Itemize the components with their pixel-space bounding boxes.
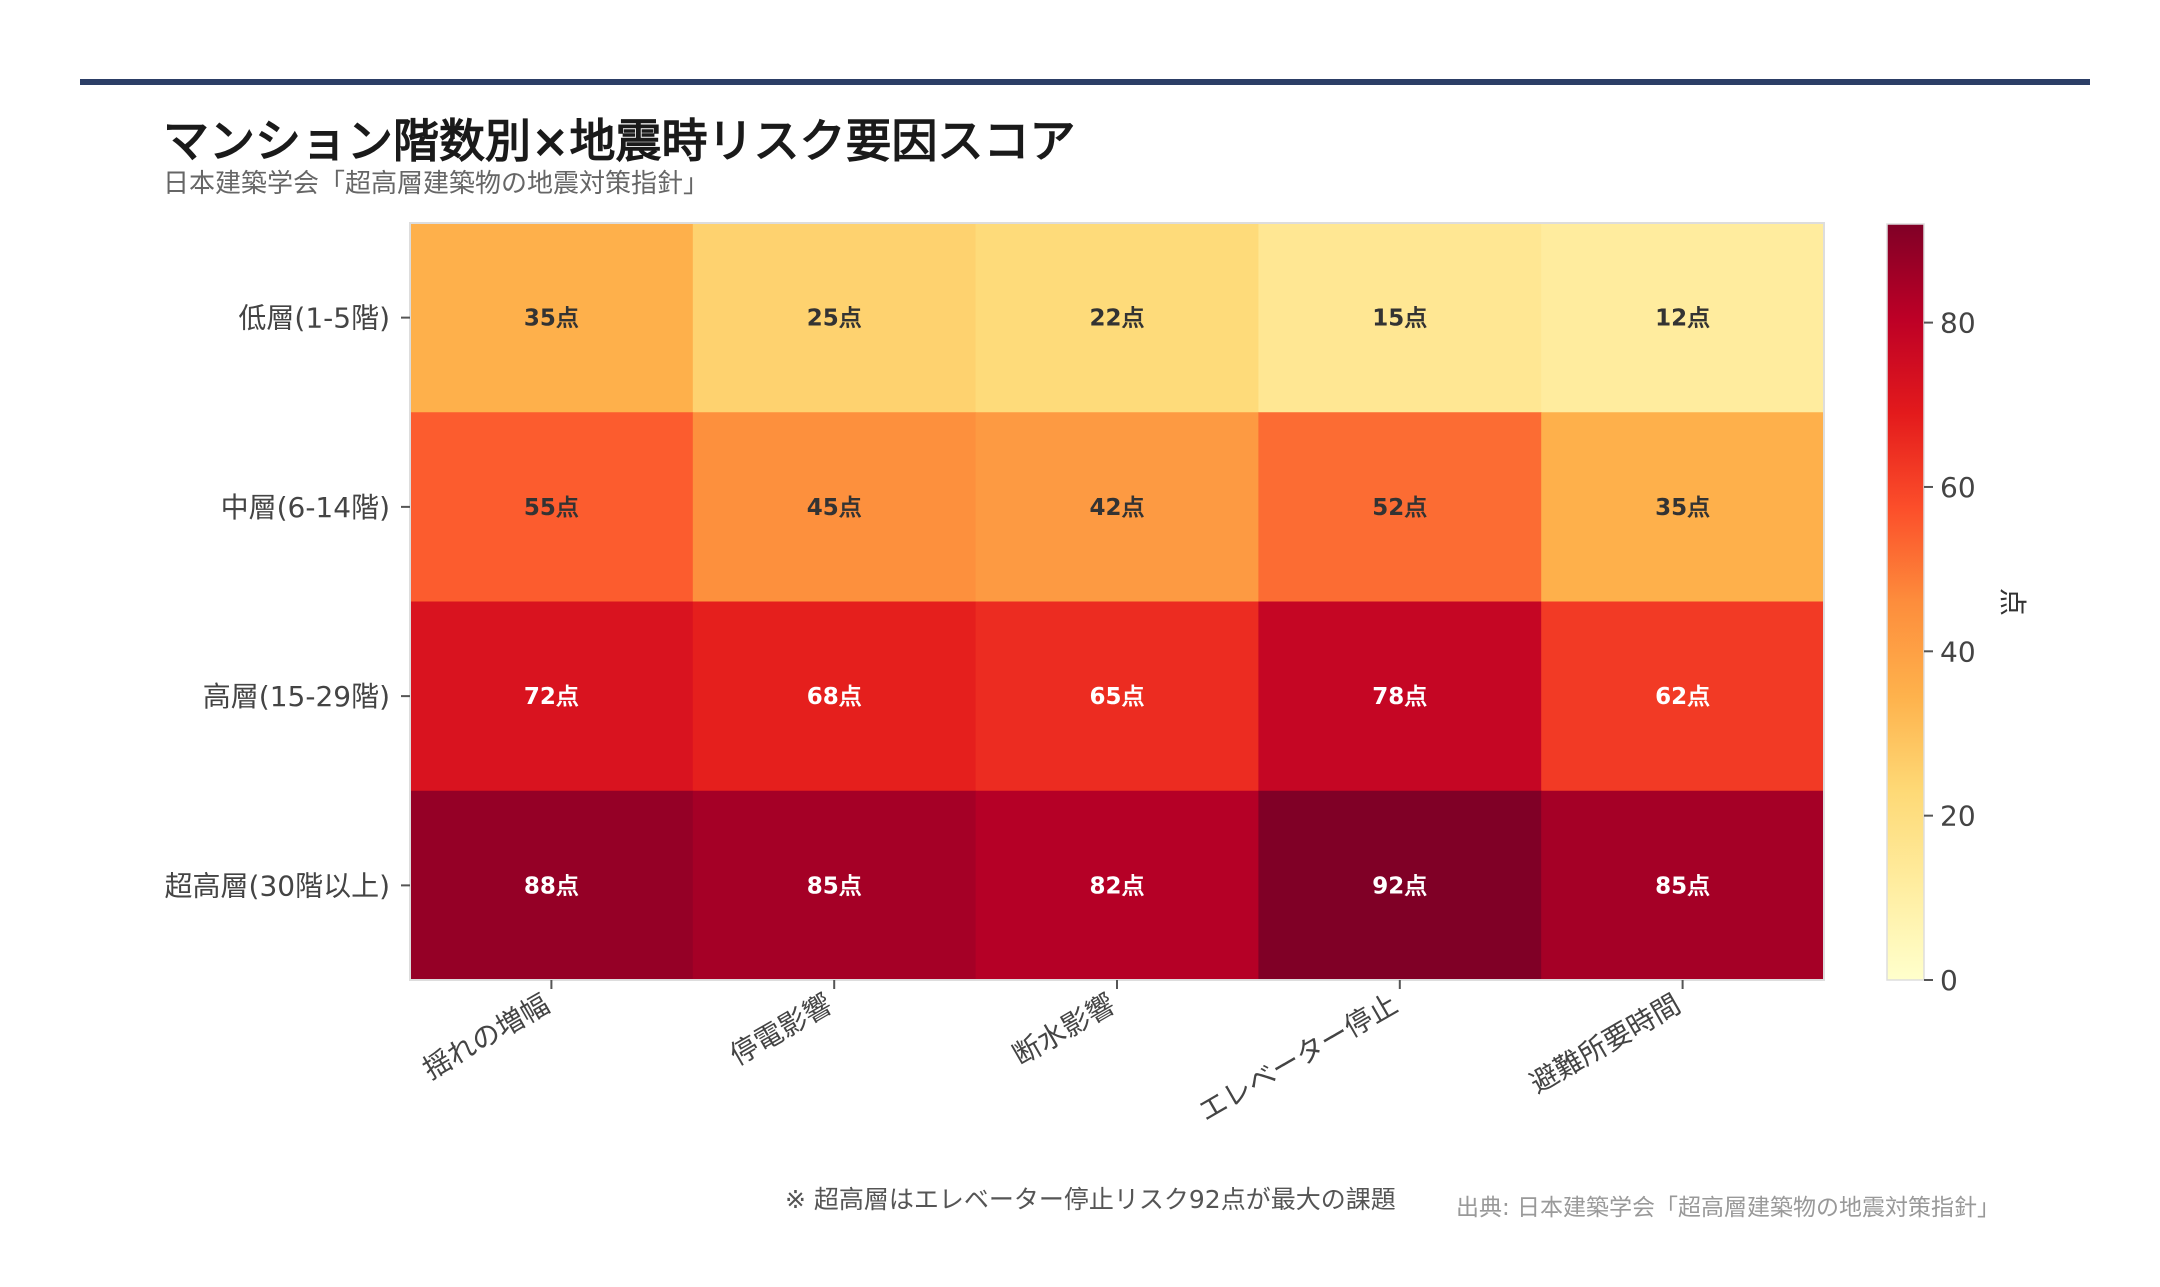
heatmap-cell-r0-c4 bbox=[1541, 223, 1825, 413]
heatmap-cell-r0-c2 bbox=[975, 223, 1259, 413]
heatmap-cell-r0-c3 bbox=[1258, 223, 1542, 413]
y-tick-label-0: 低層(1-5階) bbox=[238, 302, 390, 335]
cell-label-r2-c2: 65点 bbox=[1089, 684, 1144, 710]
top-rule bbox=[80, 79, 2090, 85]
footnote: ※ 超高層はエレベーター停止リスク92点が最大の課題 bbox=[785, 1185, 1396, 1214]
heatmap-cell-r0-c1 bbox=[692, 223, 977, 413]
cell-label-r3-c2: 82点 bbox=[1089, 873, 1144, 899]
x-tick-label-4: 避難所要時間 bbox=[1524, 987, 1686, 1100]
cell-label-r3-c1: 85点 bbox=[807, 873, 862, 899]
heatmap-cell-r2-c4 bbox=[1541, 601, 1825, 792]
cell-label-r0-c1: 25点 bbox=[807, 306, 862, 332]
heatmap-cell-r3-c4 bbox=[1541, 790, 1825, 981]
heatmap-cell-r3-c2 bbox=[975, 790, 1259, 981]
colorbar-tick-label-4: 80 bbox=[1940, 307, 1976, 340]
heatmap-cell-r1-c4 bbox=[1541, 412, 1825, 602]
x-tick-label-2: 断水影響 bbox=[1007, 987, 1121, 1072]
chart-title: マンション階数別×地震時リスク要因スコア bbox=[163, 114, 1076, 168]
heatmap-cell-r1-c2 bbox=[975, 412, 1259, 602]
cell-label-r0-c2: 22点 bbox=[1089, 306, 1144, 332]
cell-label-r3-c0: 88点 bbox=[524, 873, 579, 899]
cell-labels: 35点 25点 22点 15点 12点 55点 45点 42点 52点 35点 72点 68点 65点 7… bbox=[524, 306, 1710, 900]
x-tick-label-1: 停電影響 bbox=[724, 987, 838, 1072]
cell-label-r3-c3: 92点 bbox=[1372, 873, 1427, 899]
x-tick-label-0: 揺れの増幅 bbox=[417, 987, 555, 1086]
cell-label-r0-c3: 15点 bbox=[1372, 306, 1427, 332]
heatmap-cell-r2-c3 bbox=[1258, 601, 1542, 792]
cell-label-r1-c3: 52点 bbox=[1372, 495, 1427, 521]
x-tick-label-3: エレベーター停止 bbox=[1193, 987, 1404, 1128]
heatmap-cell-r0-c0 bbox=[410, 223, 694, 413]
cell-label-r2-c1: 68点 bbox=[807, 684, 862, 710]
cell-label-r0-c0: 35点 bbox=[524, 306, 579, 332]
colorbar-tick-label-0: 0 bbox=[1940, 964, 1958, 997]
chart-subtitle: 日本建築学会「超高層建築物の地震対策指針」 bbox=[163, 169, 710, 199]
heatmap-cell-r3-c0 bbox=[410, 790, 694, 981]
colorbar: 0 20 40 60 80 点 bbox=[1886, 223, 2029, 997]
cell-label-r1-c1: 45点 bbox=[807, 495, 862, 521]
cell-label-r3-c4: 85点 bbox=[1655, 873, 1710, 899]
y-tick-label-2: 高層(15-29階) bbox=[203, 680, 390, 713]
colorbar-label: 点 bbox=[1996, 588, 2029, 616]
source-credit: 出典: 日本建築学会「超高層建築物の地震対策指針」 bbox=[1455, 1195, 2000, 1221]
heatmap-cell-r2-c1 bbox=[692, 601, 977, 792]
heatmap-cells bbox=[410, 223, 1825, 981]
cell-label-r2-c0: 72点 bbox=[524, 684, 579, 710]
cell-label-r2-c4: 62点 bbox=[1655, 684, 1710, 710]
colorbar-gradient bbox=[1886, 223, 1925, 981]
heatmap-cell-r2-c2 bbox=[975, 601, 1259, 792]
colorbar-tick-label-2: 40 bbox=[1940, 635, 1976, 668]
cell-label-r1-c4: 35点 bbox=[1655, 495, 1710, 521]
heatmap-cell-r3-c3 bbox=[1258, 790, 1542, 981]
colorbar-tick-label-1: 20 bbox=[1940, 800, 1976, 833]
heatmap-cell-r1-c3 bbox=[1258, 412, 1542, 602]
y-tick-label-1: 中層(6-14階) bbox=[221, 491, 390, 524]
y-tick-label-3: 超高層(30階以上) bbox=[165, 869, 390, 902]
heatmap-cell-r3-c1 bbox=[692, 790, 977, 981]
colorbar-tick-label-3: 60 bbox=[1940, 471, 1976, 504]
cell-label-r1-c2: 42点 bbox=[1089, 495, 1144, 521]
heatmap-cell-r1-c1 bbox=[692, 412, 977, 602]
cell-label-r0-c4: 12点 bbox=[1655, 306, 1710, 332]
heatmap-cell-r1-c0 bbox=[410, 412, 694, 602]
cell-label-r2-c3: 78点 bbox=[1372, 684, 1427, 710]
cell-label-r1-c0: 55点 bbox=[524, 495, 579, 521]
heatmap-cell-r2-c0 bbox=[410, 601, 694, 792]
